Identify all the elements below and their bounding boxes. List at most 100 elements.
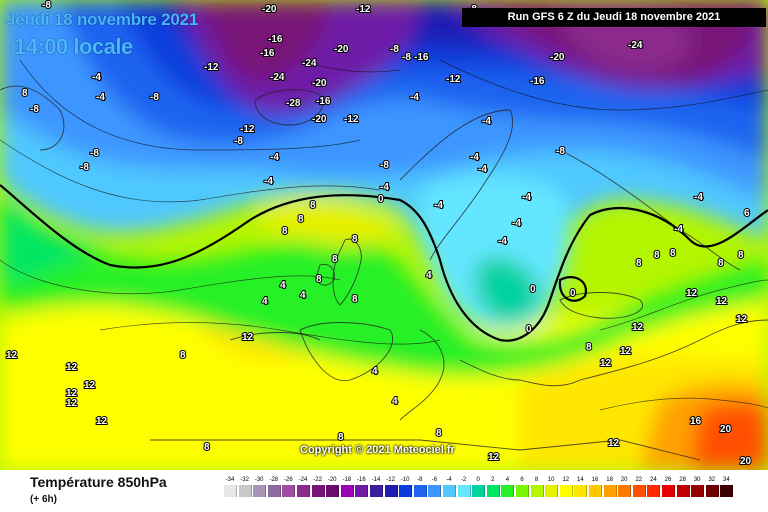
scale-step-color [647,485,661,497]
scale-step-color [603,485,617,497]
scale-step: 34 [720,476,734,500]
scale-step: -28 [267,476,281,500]
isotherm-label: -12 [356,4,371,15]
isotherm-label: -16 [530,76,545,87]
scale-step-color [224,485,237,497]
scale-step-color [486,485,500,497]
isotherm-label: 4 [426,270,432,281]
scale-step-label: 12 [562,477,570,483]
scale-step-label: 24 [650,477,657,483]
isotherm-label: 12 [66,388,78,399]
scale-step-color [589,485,602,497]
isotherm-label: -12 [344,114,359,125]
scale-step-label: -22 [313,477,322,483]
scale-step-label: -34 [225,477,235,483]
isotherm-label: 4 [300,290,306,301]
scale-step-label: -30 [254,477,264,483]
isotherm-label: -16 [260,48,275,59]
forecast-date: Jeudi 18 novembre 2021 [6,10,199,29]
scale-step-color [691,485,705,497]
isotherm-label: 12 [686,288,698,299]
isotherm-label: -8 [402,52,411,63]
isotherm-label: -12 [204,62,219,73]
isotherm-label: 8 [670,248,676,259]
scale-step: 22 [632,476,646,500]
isotherm-label: -12 [240,124,255,135]
scale-step-label: 6 [520,477,524,483]
scale-step-color [676,485,690,497]
scale-step-label: 2 [491,477,495,483]
scale-step: -2 [457,476,471,500]
isotherm-label: -4 [410,92,419,103]
scale-step: -12 [384,476,398,500]
isotherm-label: -24 [302,58,317,69]
isotherm-label: -4 [694,192,703,203]
scale-step-label: -10 [400,477,410,483]
scale-step-label: 8 [534,477,539,483]
isotherm-label: -8 [390,44,399,55]
isotherm-label: 0 [378,194,384,205]
scale-step: 10 [545,476,559,500]
scale-step: 32 [705,476,719,500]
scale-step-color [413,485,427,497]
scale-step-color [530,485,544,497]
scale-step-label: -20 [327,477,337,483]
model-run-label: Run GFS 6 Z du Jeudi 18 novembre 2021 [462,8,766,27]
scale-step-color [472,485,486,497]
scale-step: -6 [428,476,442,500]
scale-step-color [340,485,354,497]
isotherm-label: 8 [586,342,592,353]
scale-step: 26 [662,476,675,500]
isotherm-label: -20 [262,4,277,15]
isotherm-label: 4 [262,296,268,307]
scale-step-color [311,485,325,497]
isotherm-label: 12 [600,358,612,369]
scale-step: -4 [443,476,456,500]
scale-step: -26 [282,476,296,500]
scale-step-color [632,485,646,497]
scale-step-label: 32 [708,477,716,483]
scale-step: -32 [238,476,252,500]
scale-step: -22 [311,476,325,500]
isotherm-label: -20 [550,52,565,63]
isotherm-label: -20 [312,114,327,125]
scale-step: -34 [224,476,237,500]
scale-step-label: -14 [371,477,381,483]
copyright-notice: Copyright © 2021 Meteociel.fr [300,444,455,456]
forecast-time: 14:00 locale [14,34,133,59]
scale-step-label: -32 [240,477,249,483]
scale-step-label: -4 [446,477,452,483]
legend-subtitle: (+ 6h) [30,494,57,505]
isotherm-label: 8 [332,254,338,265]
isotherm-label: -20 [334,44,349,55]
scale-step-color [443,485,456,497]
isotherm-label: -8 [90,148,99,159]
isotherm-label: 8 [352,294,358,305]
legend-panel: Température 850hPa (+ 6h) -34 -32 -30 -28 -2… [0,470,768,512]
isotherm-label: 12 [6,350,18,361]
isotherm-label: 0 [570,288,576,299]
scale-step-color [720,485,734,497]
isotherm-label: 12 [716,296,728,307]
isotherm-label: -4 [264,176,273,187]
isotherm-label: -20 [312,78,327,89]
scale-step-color [384,485,398,497]
isotherm-label: 8 [338,432,344,443]
isotherm-label: 8 [22,88,28,99]
temperature-map[interactable]: -8-20-12-8-24-20-16-12-16-20-16-24-8-8-1… [0,0,768,470]
scale-step-color [297,485,310,497]
scale-step: -24 [297,476,310,500]
isotherm-label: 8 [436,428,442,439]
scale-step-label: 20 [620,477,628,483]
scale-step: -14 [370,476,383,500]
isotherm-label: 4 [280,280,286,291]
scale-step-label: 22 [635,477,643,483]
scale-step-label: 14 [577,477,584,483]
scale-step: 6 [516,476,529,500]
scale-step-color [705,485,719,497]
isotherm-label: -8 [80,162,89,173]
isotherm-label: -8 [42,0,51,11]
scale-step: 28 [676,476,690,500]
isotherm-label: -8 [234,136,243,147]
scale-step-label: 26 [664,477,672,483]
